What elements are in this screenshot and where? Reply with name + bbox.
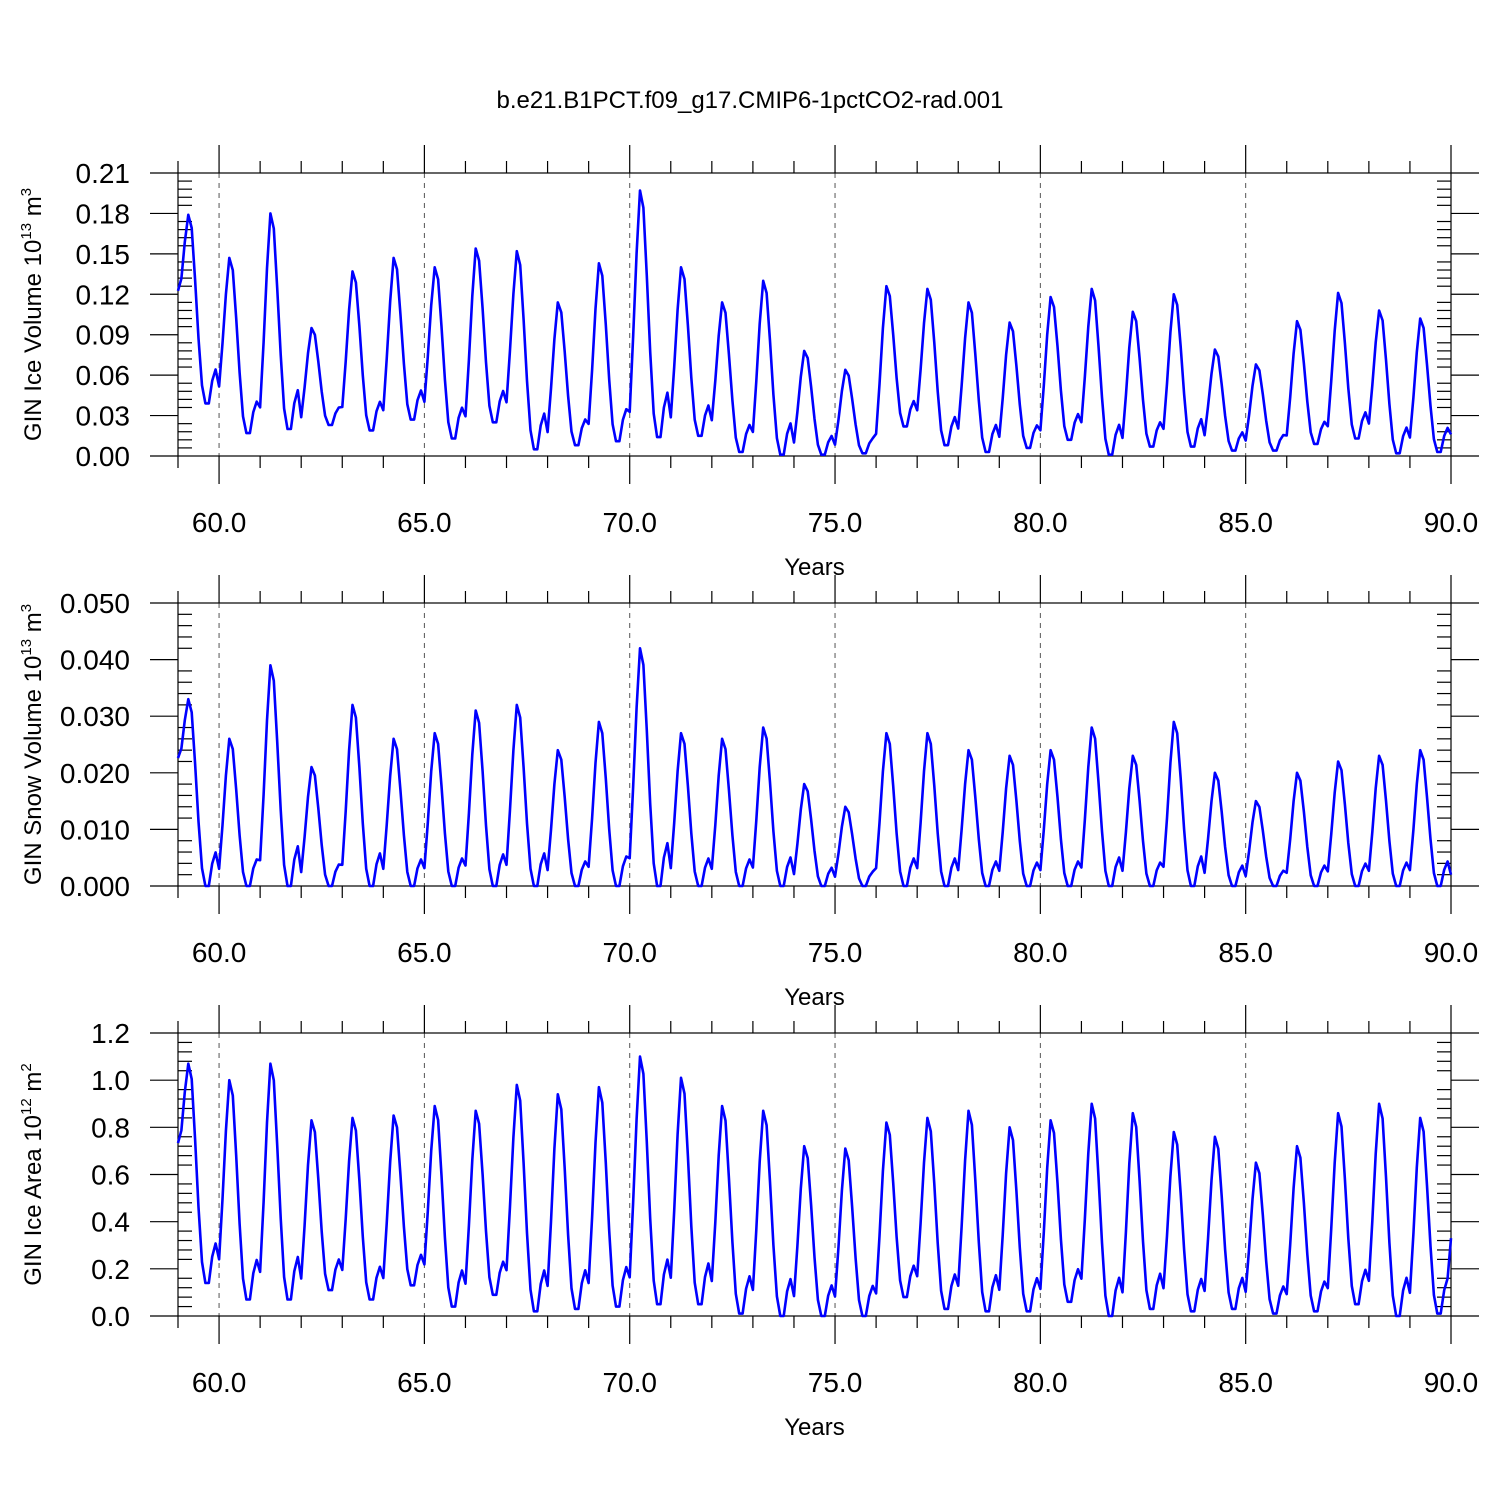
y-axis-label: GIN Ice Volume 1013 m3: [18, 188, 47, 441]
y-tick-label: 0.00: [76, 441, 131, 472]
y-tick-label: 0.000: [60, 871, 130, 902]
x-tick-label: 70.0: [602, 1367, 657, 1398]
y-tick-label: 0.020: [60, 758, 130, 789]
y-tick-label: 1.0: [91, 1065, 130, 1096]
y-tick-label: 0.0: [91, 1301, 130, 1332]
y-tick-label: 0.12: [76, 279, 131, 310]
x-tick-label: 60.0: [192, 1367, 247, 1398]
x-tick-label: 60.0: [192, 507, 247, 538]
x-tick-label: 65.0: [397, 1367, 452, 1398]
y-tick-label: 0.050: [60, 588, 130, 619]
x-tick-label: 65.0: [397, 507, 452, 538]
x-tick-label: 65.0: [397, 937, 452, 968]
y-tick-label: 0.010: [60, 814, 130, 845]
x-tick-label: 60.0: [192, 937, 247, 968]
y-axis-label: GIN Snow Volume 1013 m3: [18, 604, 47, 885]
x-tick-label: 85.0: [1218, 507, 1273, 538]
plot-frame: [177, 172, 1452, 457]
x-tick-label: 90.0: [1424, 507, 1479, 538]
x-axis-label: Years: [784, 984, 845, 1011]
plot-frame: [177, 602, 1452, 887]
x-tick-label: 75.0: [808, 507, 863, 538]
panel-3: 60.0 65.0 70.0 75.0 80.0 85.0 90.0 0.0 0.2 0.4 0.6…: [18, 1005, 1479, 1441]
y-tick-label: 0.21: [76, 158, 131, 189]
y-tick-label: 0.4: [91, 1207, 130, 1238]
y-tick-label: 0.09: [76, 320, 131, 351]
y-tick-label: 0.6: [91, 1160, 130, 1191]
y-tick-label: 0.03: [76, 401, 131, 432]
y-tick-label: 0.040: [60, 645, 130, 676]
y-tick-label: 0.06: [76, 360, 131, 391]
x-tick-label: 70.0: [602, 937, 657, 968]
data-line: [176, 647, 1453, 888]
x-tick-label: 80.0: [1013, 937, 1068, 968]
panel-1: 60.0 65.0 70.0 75.0 80.0 85.0 90.0 0.00 0.03 0.06…: [18, 145, 1479, 581]
y-tick-label: 0.030: [60, 701, 130, 732]
y-tick-label: 1.2: [91, 1018, 130, 1049]
y-tick-label: 0.8: [91, 1112, 130, 1143]
panel-2: 60.0 65.0 70.0 75.0 80.0 85.0 90.0 0.000 0.010 0.…: [18, 575, 1479, 1011]
figure-title: b.e21.B1PCT.f09_g17.CMIP6-1pctCO2-rad.00…: [497, 87, 1004, 114]
y-tick-label: 0.18: [76, 198, 131, 229]
y-tick-label: 0.2: [91, 1254, 130, 1285]
data-line: [176, 189, 1453, 456]
x-tick-label: 90.0: [1424, 1367, 1479, 1398]
x-tick-label: 75.0: [808, 1367, 863, 1398]
x-tick-label: 75.0: [808, 937, 863, 968]
x-tick-label: 90.0: [1424, 937, 1479, 968]
x-tick-label: 70.0: [602, 507, 657, 538]
plot-frame: [177, 1032, 1452, 1317]
y-tick-label: 0.15: [76, 239, 131, 270]
y-axis-label: GIN Ice Area 1012 m2: [18, 1063, 47, 1285]
x-tick-label: 80.0: [1013, 1367, 1068, 1398]
x-tick-label: 80.0: [1013, 507, 1068, 538]
x-axis-label: Years: [784, 554, 845, 581]
x-tick-label: 85.0: [1218, 937, 1273, 968]
x-axis-label: Years: [784, 1414, 845, 1441]
data-line: [176, 1055, 1453, 1318]
x-tick-label: 85.0: [1218, 1367, 1273, 1398]
